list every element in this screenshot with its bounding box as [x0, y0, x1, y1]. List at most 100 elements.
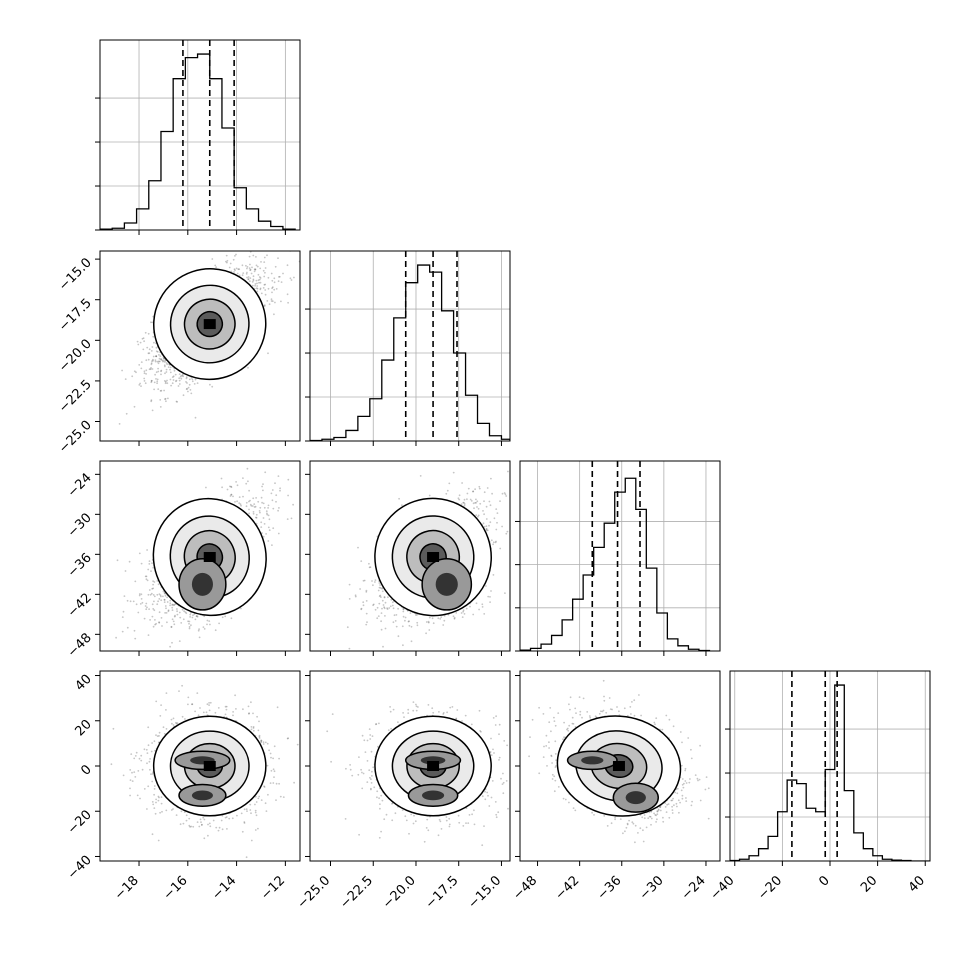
scatter-point: [269, 244, 271, 246]
scatter-point: [206, 619, 209, 622]
scatter-point: [249, 277, 252, 279]
scatter-point: [218, 622, 221, 625]
scatter-point: [263, 305, 266, 308]
scatter-point: [275, 500, 277, 503]
scatter-point: [138, 594, 141, 597]
scatter-point: [463, 613, 466, 615]
scatter-point: [140, 593, 143, 596]
scatter-point: [282, 272, 284, 275]
scatter-point: [157, 388, 160, 390]
scatter-point: [248, 255, 251, 258]
scatter-point: [265, 533, 267, 535]
scatter-point: [267, 507, 269, 509]
scatter-point: [179, 375, 182, 378]
scatter-point: [154, 373, 157, 376]
scatter-point: [170, 626, 173, 628]
scatter-point: [230, 617, 233, 620]
scatter-point: [224, 615, 227, 618]
scatter-point: [439, 618, 442, 620]
histogram-step-line: [310, 264, 510, 441]
scatter-point: [287, 301, 289, 304]
scatter-point: [160, 595, 162, 598]
scatter-point: [194, 378, 197, 381]
scatter-point: [211, 258, 214, 260]
scatter-point: [252, 254, 255, 257]
scatter-clip-group: [118, 244, 300, 425]
scatter-point: [167, 610, 170, 613]
scatter-point: [257, 500, 260, 503]
scatter-point: [171, 618, 174, 621]
scatter-point: [260, 521, 263, 524]
scatter-point: [263, 248, 265, 250]
scatter-point: [271, 291, 273, 294]
scatter-point: [271, 279, 274, 282]
scatter-point: [226, 261, 228, 264]
panel-background: [100, 40, 300, 230]
scatter-point: [148, 368, 151, 371]
scatter-point: [150, 570, 152, 572]
scatter-point: [153, 388, 156, 391]
scatter-point: [188, 627, 191, 630]
scatter-point: [151, 587, 154, 590]
scatter-point: [488, 500, 491, 503]
scatter-point: [202, 626, 205, 628]
density-peak: [203, 552, 216, 562]
scatter-point: [148, 560, 151, 562]
scatter-point: [178, 611, 181, 614]
scatter-point: [266, 512, 268, 515]
scatter-point: [136, 340, 139, 343]
scatter-point: [457, 497, 460, 500]
scatter-point: [225, 254, 228, 257]
scatter-point: [155, 355, 158, 358]
scatter-point: [165, 362, 168, 364]
scatter-point: [170, 625, 173, 628]
scatter-point: [233, 268, 236, 271]
scatter-point: [259, 288, 262, 291]
scatter-point: [252, 511, 255, 513]
scatter-point: [409, 612, 412, 614]
scatter-point: [198, 636, 201, 639]
scatter-point: [238, 496, 241, 498]
histogram-step-line: [520, 477, 711, 651]
scatter-point: [264, 283, 267, 286]
scatter-point: [229, 485, 231, 488]
scatter-point: [160, 358, 163, 360]
scatter-point: [142, 337, 145, 339]
scatter-point: [138, 552, 141, 555]
scatter-point: [262, 517, 265, 519]
scatter-point: [256, 282, 258, 285]
scatter-point: [246, 467, 249, 470]
scatter-point: [148, 352, 151, 355]
scatter-point: [185, 376, 188, 378]
scatter-point: [262, 269, 265, 272]
scatter-point: [275, 494, 278, 497]
scatter-point: [157, 583, 160, 586]
scatter-point: [156, 378, 159, 381]
scatter-point: [499, 500, 501, 502]
scatter-point: [169, 371, 172, 374]
scatter-point: [186, 382, 188, 384]
scatter-point: [365, 600, 368, 602]
scatter-point: [133, 405, 136, 408]
scatter-point: [191, 616, 194, 619]
scatter-point: [138, 384, 141, 386]
scatter-point: [262, 502, 265, 505]
scatter-point: [193, 613, 196, 616]
scatter-point: [164, 365, 166, 368]
scatter-point: [263, 261, 266, 263]
scatter-point: [234, 255, 236, 257]
scatter-point: [167, 366, 170, 368]
scatter-point: [155, 378, 157, 380]
scatter-point: [182, 618, 185, 621]
scatter-point: [245, 273, 248, 275]
scatter-point: [178, 640, 181, 642]
scatter-point: [158, 357, 161, 360]
scatter-point: [264, 271, 266, 274]
scatter-point: [242, 495, 244, 498]
scatter-point: [267, 287, 270, 290]
scatter-point: [148, 348, 151, 351]
scatter-point: [247, 278, 250, 281]
scatter-point: [247, 276, 250, 278]
scatter-point: [265, 510, 268, 513]
